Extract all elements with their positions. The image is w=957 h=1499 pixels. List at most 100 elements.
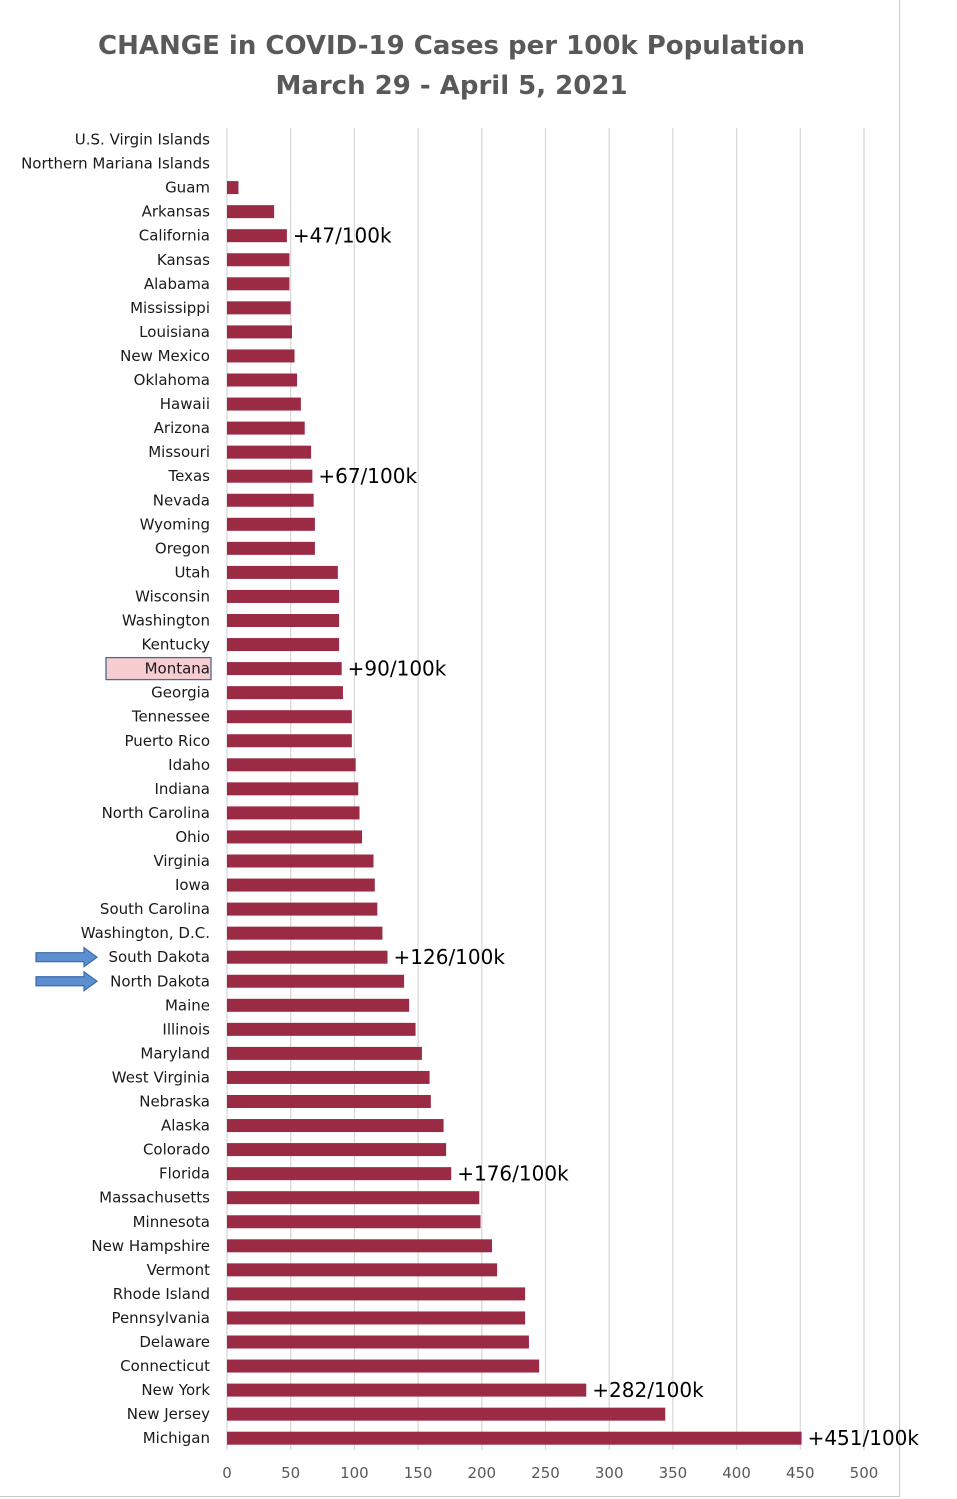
x-tick-label: 100: [340, 1464, 369, 1482]
bar: [227, 1215, 481, 1229]
bar: [227, 1070, 430, 1084]
category-label: Rhode Island: [113, 1285, 210, 1303]
category-label: U.S. Virgin Islands: [75, 131, 210, 149]
bar: [227, 1263, 498, 1277]
annotations: +47/100k +67/100k +90/100k +126/100k +176/10…: [293, 224, 920, 1450]
bar: [227, 854, 374, 868]
bar: [227, 638, 340, 652]
category-label: Texas: [168, 467, 211, 485]
bar: [227, 1407, 666, 1421]
bar: [227, 1191, 480, 1205]
category-label: Nevada: [153, 491, 210, 509]
bar: [227, 806, 360, 820]
category-labels: U.S. Virgin Islands Northern Mariana Isla…: [21, 131, 212, 1447]
bar: [227, 758, 356, 772]
bar: [227, 565, 338, 579]
bar: [227, 1239, 492, 1253]
category-label: Nebraska: [139, 1093, 210, 1111]
bar: [227, 686, 343, 700]
bar: [227, 517, 315, 531]
bar: [227, 926, 383, 940]
category-label: Mississippi: [130, 299, 210, 317]
bar: [227, 493, 314, 507]
bar: [227, 277, 290, 291]
category-label: Wyoming: [140, 515, 210, 533]
x-tick-label: 450: [786, 1464, 815, 1482]
category-label: Puerto Rico: [124, 732, 210, 750]
category-label: South Dakota: [108, 948, 210, 966]
category-label: Washington: [122, 612, 210, 630]
category-label: North Dakota: [110, 972, 210, 990]
bar: [227, 469, 313, 483]
category-label: Delaware: [139, 1333, 210, 1351]
category-label: Idaho: [168, 756, 210, 774]
bar: [227, 1287, 526, 1301]
bar: [227, 1095, 431, 1108]
arrow-markers: [35, 946, 99, 992]
x-tick-label: 400: [722, 1464, 751, 1482]
bars: [227, 181, 802, 1445]
bar: [227, 1359, 540, 1373]
bar: [227, 1022, 416, 1036]
category-label: Missouri: [148, 443, 210, 461]
category-label: Minnesota: [133, 1213, 210, 1231]
category-label: Florida: [159, 1165, 210, 1183]
bar: [227, 662, 342, 676]
bar: [227, 710, 352, 724]
x-tick-label: 350: [659, 1464, 688, 1482]
category-label: New York: [141, 1381, 210, 1399]
bar: [227, 541, 315, 555]
data-annotation: +176/100k: [457, 1162, 569, 1186]
arrow-marker-icon: [35, 946, 99, 968]
category-label: Arizona: [154, 419, 210, 437]
category-label: Massachusetts: [99, 1189, 210, 1207]
category-label: Alabama: [144, 275, 210, 293]
category-label: Georgia: [151, 684, 210, 702]
bar: [227, 974, 405, 988]
bar: [227, 902, 378, 916]
bar: [227, 1143, 447, 1157]
title-line-1: CHANGE in COVID-19 Cases per 100k Popula…: [98, 31, 805, 61]
bar: [227, 1383, 587, 1397]
bar: [227, 1335, 529, 1349]
data-annotation: +67/100k: [318, 464, 417, 488]
bar: [227, 181, 239, 195]
bar: [227, 253, 290, 267]
category-label: New Jersey: [127, 1405, 210, 1423]
category-label: Alaska: [161, 1117, 210, 1135]
x-tick-label: 300: [595, 1464, 624, 1482]
bar: [227, 445, 312, 459]
category-label: West Virginia: [112, 1068, 210, 1086]
category-label: South Carolina: [100, 900, 210, 918]
chart-title: CHANGE in COVID-19 Cases per 100k Popula…: [0, 26, 903, 106]
x-tick-label: 50: [281, 1464, 300, 1482]
category-label: Arkansas: [142, 203, 211, 221]
data-annotation: +451/100k: [808, 1426, 920, 1450]
arrow-marker-icon: [35, 970, 99, 992]
bar: [227, 397, 301, 411]
category-label: Kentucky: [142, 636, 211, 654]
x-tick-label: 500: [850, 1464, 879, 1482]
montana-label-highlight: [105, 656, 212, 681]
bar: [227, 301, 291, 315]
bar: [227, 229, 287, 243]
category-label: California: [139, 227, 210, 245]
bar: [227, 349, 295, 363]
category-label: Washington, D.C.: [81, 924, 210, 942]
category-label: Montana: [145, 660, 210, 678]
data-annotation: +282/100k: [592, 1378, 704, 1402]
data-annotation: +126/100k: [394, 945, 506, 969]
x-axis-ticks: 0 50 100 150 200 250 300 350 400 450 500: [222, 1464, 878, 1482]
category-label: New Hampshire: [91, 1237, 210, 1255]
bar: [227, 373, 298, 387]
x-tick-label: 200: [467, 1464, 496, 1482]
bar: [227, 878, 375, 892]
x-tick-label: 250: [531, 1464, 560, 1482]
category-label: North Carolina: [102, 804, 210, 822]
bar: [227, 782, 359, 796]
category-label: Oregon: [155, 539, 210, 557]
bar: [227, 734, 352, 748]
category-label: Guam: [165, 179, 210, 197]
category-label: Maryland: [140, 1044, 210, 1062]
category-label: Wisconsin: [135, 587, 210, 605]
